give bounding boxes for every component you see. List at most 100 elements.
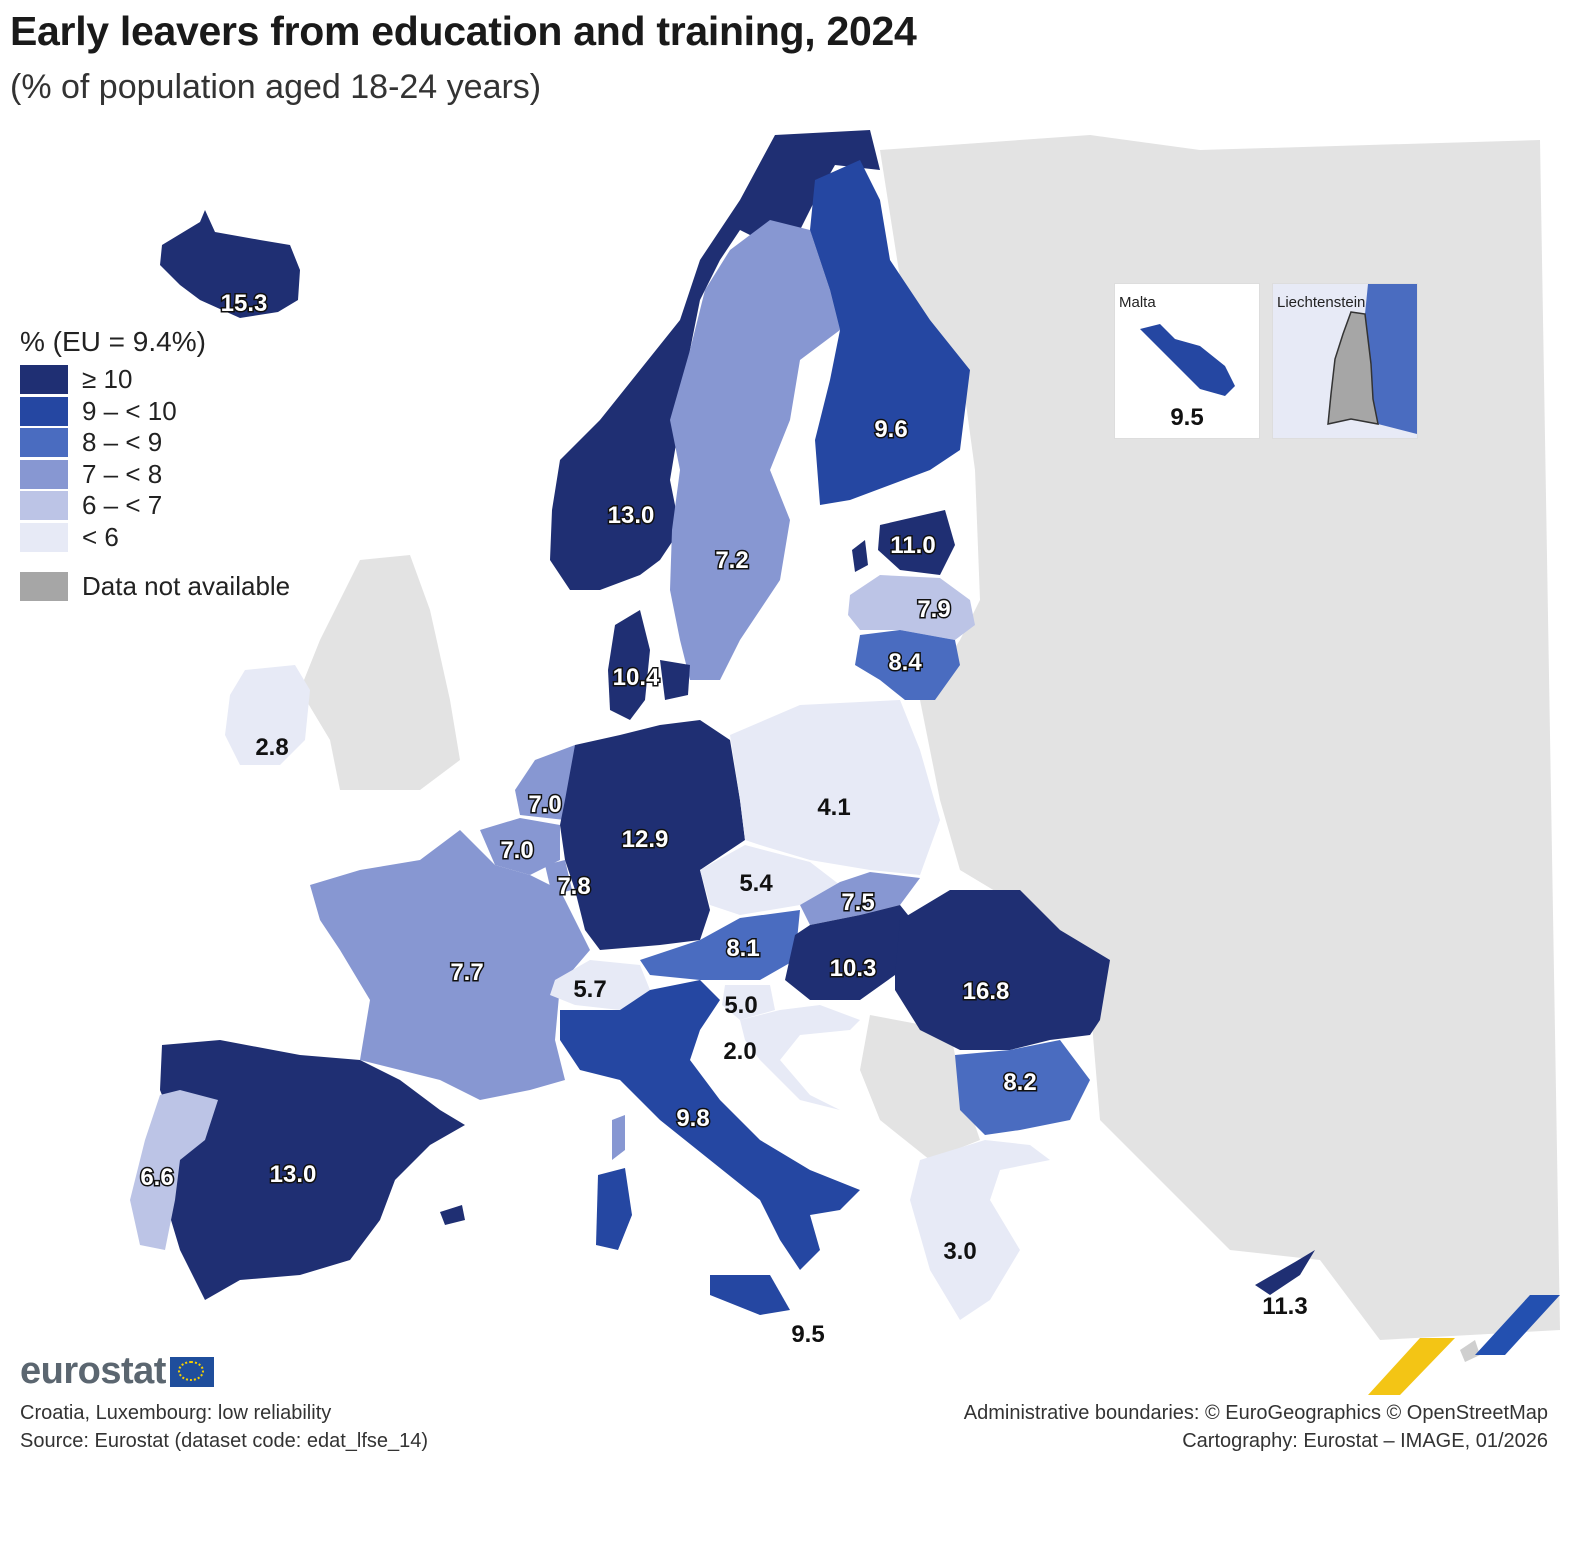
footer-source: Source: Eurostat (dataset code: edat_lfs… [20,1430,429,1452]
legend-item: < 6 [20,522,290,554]
region-sweden [670,220,840,680]
liechtenstein-shape [1327,284,1417,434]
decorative-stripes [1368,1295,1560,1395]
label-denmark: 10.4 [613,664,660,691]
label-ireland: 2.8 [255,734,288,761]
legend-item: 9 – < 10 [20,396,290,428]
label-lithuania: 8.4 [888,649,922,676]
region-estonia [878,510,955,575]
region-switzerland [550,960,650,1010]
region-bulgaria [955,1040,1090,1135]
region-france-corsica [612,1115,625,1160]
label-belgium: 7.0 [500,837,533,864]
label-czechia: 5.4 [739,870,773,897]
region-italy-sicily [710,1275,790,1315]
inset-malta: Malta 9.5 [1114,283,1260,439]
inset-liechtenstein: Liechtenstein [1272,283,1418,439]
region-italy-sardinia [596,1168,632,1250]
legend-swatch [20,428,68,458]
region-czechia [700,845,840,915]
region-iceland [160,210,300,318]
brand-text: eurostat [20,1350,166,1392]
label-italy: 9.8 [676,1105,709,1132]
legend-label: 7 – < 8 [82,458,163,489]
label-romania: 16.8 [963,978,1010,1005]
legend-item-not-available: Data not available [20,571,290,603]
region-spain-balearic [440,1205,465,1225]
label-latvia: 7.9 [917,596,950,623]
region-lithuania [855,630,960,700]
region-austria [640,910,800,980]
legend-label: 8 – < 9 [82,427,163,458]
legend-swatch [20,396,68,426]
legend-item: 8 – < 9 [20,427,290,459]
region-portugal [130,1090,218,1250]
footer-cartography: Cartography: Eurostat – IMAGE, 01/2026 [1182,1430,1548,1452]
inset-title: Liechtenstein [1277,294,1366,311]
legend: % (EU = 9.4%) ≥ 10 9 – < 10 8 – < 9 7 – … [20,326,290,603]
label-spain: 13.0 [270,1161,317,1188]
label-france: 7.7 [450,959,483,986]
label-netherlands: 7.0 [528,791,561,818]
label-cyprus: 11.3 [1262,1293,1307,1320]
region-romania [895,890,1110,1050]
legend-label: 6 – < 7 [82,490,163,521]
region-ireland [225,665,310,765]
label-poland: 4.1 [817,794,850,821]
legend-item: 7 – < 8 [20,459,290,491]
label-portugal: 6.6 [140,1164,173,1191]
region-finland [810,160,970,505]
label-malta-main: 9.5 [791,1321,824,1348]
region-greece [910,1140,1050,1320]
region-germany [560,720,745,950]
malta-shape [1140,324,1235,396]
legend-title: % (EU = 9.4%) [20,326,206,357]
label-bulgaria: 8.2 [1003,1069,1036,1096]
label-switzerland: 5.7 [573,976,606,1003]
label-germany: 12.9 [622,826,669,853]
inset-title: Malta [1119,294,1156,311]
map-title: Early leavers from education and trainin… [10,8,917,54]
label-greece: 3.0 [943,1238,976,1265]
legend-label: ≥ 10 [82,364,133,395]
region-denmark-island [660,660,690,700]
label-norway: 13.0 [608,502,655,529]
legend-label: Data not available [82,571,291,602]
footer-boundaries: Administrative boundaries: © EuroGeograp… [963,1402,1548,1424]
label-finland: 9.6 [874,416,907,443]
label-iceland: 15.3 [221,290,268,317]
region-estonia-island [852,540,868,572]
legend-label: 9 – < 10 [82,395,177,426]
region-norway [550,130,880,590]
label-austria: 8.1 [726,935,759,962]
legend-swatch [20,459,68,489]
footer-note: Croatia, Luxembourg: low reliability [20,1402,332,1424]
label-hungary: 10.3 [830,955,877,982]
map-subtitle: (% of population aged 18-24 years) [10,68,542,106]
region-poland [730,700,940,875]
label-sweden: 7.2 [715,547,748,574]
region-slovakia [800,872,920,925]
region-italy [560,980,860,1270]
label-estonia: 11.0 [890,532,935,559]
region-latvia [848,575,975,640]
legend-label: < 6 [82,521,119,552]
legend-swatch [20,365,68,395]
region-belgium [480,818,560,875]
label-croatia: 2.0 [723,1038,756,1065]
legend-item: 6 – < 7 [20,490,290,522]
label-slovenia: 5.0 [724,992,757,1019]
value-labels: 15.3 13.0 7.2 9.6 11.0 7.9 8.4 10.4 2.8 … [139,289,1308,1349]
eu-flag-icon [169,1356,214,1387]
region-hungary [785,905,920,1000]
region-spain [160,1040,465,1300]
region-denmark [608,610,650,720]
legend-swatch [20,572,68,602]
legend-swatch [20,522,68,552]
region-croatia [740,1005,860,1110]
region-slovenia [722,985,775,1020]
inset-malta-value: 9.5 [1170,404,1204,431]
legend-item: ≥ 10 [20,364,290,396]
region-cyprus [1255,1250,1315,1295]
